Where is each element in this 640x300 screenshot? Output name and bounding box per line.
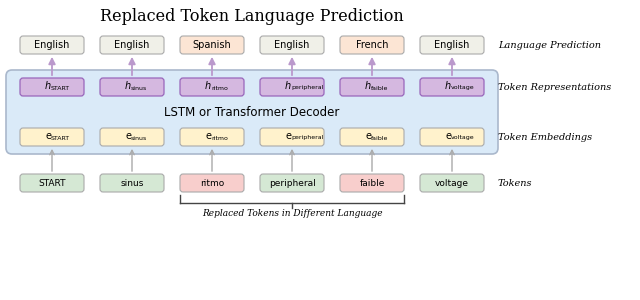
- FancyBboxPatch shape: [100, 174, 164, 192]
- FancyBboxPatch shape: [100, 128, 164, 146]
- FancyBboxPatch shape: [180, 78, 244, 96]
- FancyBboxPatch shape: [180, 36, 244, 54]
- Text: faible: faible: [371, 136, 388, 140]
- Text: voltage: voltage: [435, 178, 469, 188]
- Text: e: e: [445, 131, 451, 141]
- Text: START: START: [38, 178, 66, 188]
- Text: e: e: [285, 131, 291, 141]
- Text: peripheral: peripheral: [269, 178, 316, 188]
- FancyBboxPatch shape: [260, 128, 324, 146]
- FancyBboxPatch shape: [20, 36, 84, 54]
- Text: English: English: [115, 40, 150, 50]
- Text: peripheral: peripheral: [291, 85, 323, 91]
- Text: h: h: [285, 81, 291, 91]
- Text: Token Embeddings: Token Embeddings: [498, 133, 592, 142]
- Text: sinus: sinus: [131, 136, 147, 140]
- FancyBboxPatch shape: [20, 174, 84, 192]
- Text: h: h: [125, 81, 131, 91]
- FancyBboxPatch shape: [180, 174, 244, 192]
- FancyBboxPatch shape: [340, 128, 404, 146]
- Text: sinus: sinus: [120, 178, 144, 188]
- Text: voltage: voltage: [451, 85, 475, 91]
- Text: Replaced Tokens in Different Language: Replaced Tokens in Different Language: [202, 209, 382, 218]
- Text: English: English: [275, 40, 310, 50]
- Text: START: START: [51, 136, 70, 140]
- FancyBboxPatch shape: [6, 70, 498, 154]
- FancyBboxPatch shape: [260, 174, 324, 192]
- Text: faible: faible: [371, 85, 388, 91]
- Text: Tokens: Tokens: [498, 178, 532, 188]
- FancyBboxPatch shape: [20, 78, 84, 96]
- Text: ritmo: ritmo: [211, 85, 228, 91]
- Text: peripheral: peripheral: [291, 136, 323, 140]
- Text: h: h: [45, 81, 51, 91]
- Text: e: e: [45, 131, 51, 141]
- FancyBboxPatch shape: [420, 174, 484, 192]
- Text: h: h: [445, 81, 451, 91]
- Text: e: e: [365, 131, 371, 141]
- Text: English: English: [435, 40, 470, 50]
- Text: LSTM or Transformer Decoder: LSTM or Transformer Decoder: [164, 106, 340, 118]
- FancyBboxPatch shape: [20, 128, 84, 146]
- Text: Language Prediction: Language Prediction: [498, 40, 601, 50]
- FancyBboxPatch shape: [420, 78, 484, 96]
- FancyBboxPatch shape: [340, 36, 404, 54]
- Text: faible: faible: [359, 178, 385, 188]
- Text: h: h: [205, 81, 211, 91]
- Text: French: French: [356, 40, 388, 50]
- Text: sinus: sinus: [131, 85, 147, 91]
- Text: e: e: [205, 131, 211, 141]
- FancyBboxPatch shape: [420, 36, 484, 54]
- Text: ritmo: ritmo: [200, 178, 224, 188]
- Text: h: h: [365, 81, 371, 91]
- FancyBboxPatch shape: [100, 78, 164, 96]
- FancyBboxPatch shape: [340, 174, 404, 192]
- Text: e: e: [125, 131, 131, 141]
- FancyBboxPatch shape: [180, 128, 244, 146]
- FancyBboxPatch shape: [260, 78, 324, 96]
- Text: Token Representations: Token Representations: [498, 82, 611, 91]
- Text: Replaced Token Language Prediction: Replaced Token Language Prediction: [100, 8, 404, 25]
- Text: English: English: [35, 40, 70, 50]
- Text: Spanish: Spanish: [193, 40, 232, 50]
- Text: START: START: [51, 85, 70, 91]
- FancyBboxPatch shape: [420, 128, 484, 146]
- FancyBboxPatch shape: [100, 36, 164, 54]
- Text: voltage: voltage: [451, 136, 475, 140]
- Text: ritmo: ritmo: [211, 136, 228, 140]
- FancyBboxPatch shape: [340, 78, 404, 96]
- FancyBboxPatch shape: [260, 36, 324, 54]
